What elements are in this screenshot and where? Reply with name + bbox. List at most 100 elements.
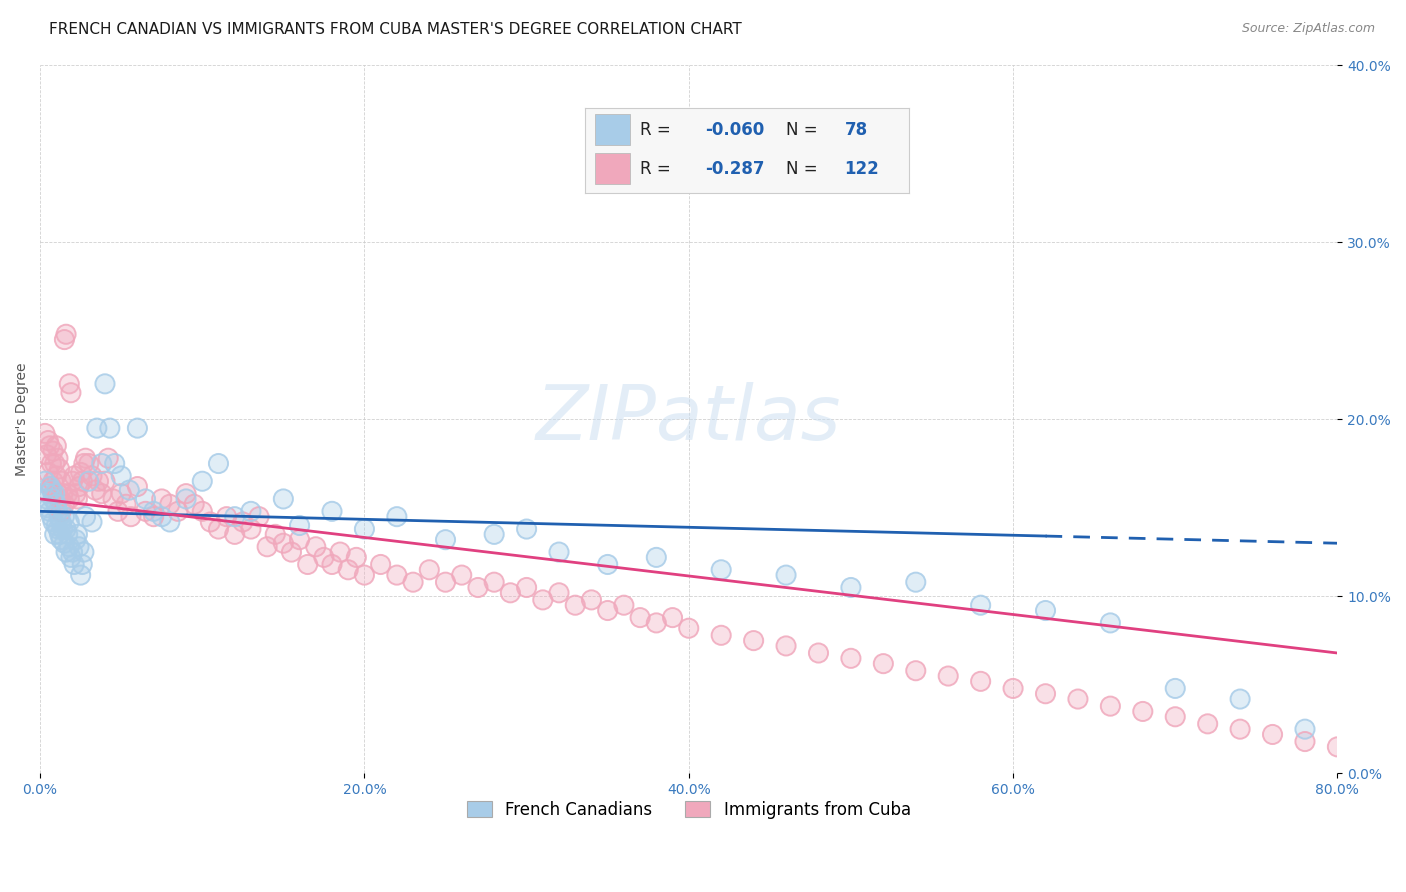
- Point: [1358, 745, 1381, 759]
- Point: [239, 504, 262, 518]
- Point: [34, 475, 56, 489]
- Point: [1294, 734, 1316, 748]
- Point: [55, 522, 77, 536]
- Point: [807, 646, 830, 660]
- Point: [45, 497, 67, 511]
- Point: [58, 540, 80, 554]
- Point: [45, 439, 67, 453]
- Point: [1229, 692, 1251, 706]
- Point: [56, 527, 79, 541]
- Point: [87, 475, 110, 489]
- Point: [839, 581, 862, 595]
- Point: [385, 509, 408, 524]
- Point: [118, 483, 141, 497]
- Point: [41, 457, 63, 471]
- Point: [872, 657, 894, 671]
- Point: [48, 491, 70, 506]
- Point: [59, 550, 82, 565]
- Point: [87, 475, 110, 489]
- Point: [72, 558, 94, 572]
- Point: [41, 457, 63, 471]
- Point: [247, 509, 270, 524]
- Point: [628, 610, 651, 624]
- Point: [53, 509, 76, 524]
- Point: [73, 457, 96, 471]
- Point: [48, 462, 70, 476]
- Point: [58, 376, 80, 391]
- Point: [256, 540, 278, 554]
- Point: [35, 448, 58, 462]
- Point: [52, 522, 75, 536]
- Point: [41, 479, 63, 493]
- Point: [42, 475, 65, 489]
- Point: [904, 664, 927, 678]
- Point: [969, 598, 991, 612]
- Point: [1294, 722, 1316, 736]
- Point: [51, 475, 73, 489]
- Point: [48, 509, 70, 524]
- Point: [297, 558, 319, 572]
- Point: [55, 327, 77, 342]
- Point: [224, 509, 246, 524]
- Point: [67, 479, 90, 493]
- Point: [337, 563, 360, 577]
- Point: [742, 633, 765, 648]
- Point: [1197, 716, 1219, 731]
- Point: [44, 457, 66, 471]
- Point: [645, 550, 668, 565]
- Point: [775, 639, 797, 653]
- Point: [370, 558, 392, 572]
- Point: [44, 527, 66, 541]
- Point: [45, 518, 67, 533]
- Point: [37, 434, 59, 448]
- Point: [280, 545, 302, 559]
- Point: [174, 491, 197, 506]
- Point: [159, 497, 181, 511]
- Point: [564, 598, 586, 612]
- Point: [402, 575, 425, 590]
- Point: [531, 593, 554, 607]
- Point: [167, 504, 190, 518]
- Point: [45, 469, 67, 483]
- Point: [839, 651, 862, 665]
- Point: [53, 497, 76, 511]
- Point: [41, 479, 63, 493]
- Point: [150, 491, 173, 506]
- Point: [107, 504, 129, 518]
- Point: [224, 527, 246, 541]
- Point: [45, 497, 67, 511]
- Point: [65, 533, 87, 547]
- Point: [1294, 734, 1316, 748]
- Point: [65, 533, 87, 547]
- Point: [94, 475, 117, 489]
- Point: [174, 486, 197, 500]
- Point: [1326, 739, 1348, 754]
- Point: [645, 615, 668, 630]
- Point: [904, 575, 927, 590]
- Point: [191, 475, 214, 489]
- Text: FRENCH CANADIAN VS IMMIGRANTS FROM CUBA MASTER'S DEGREE CORRELATION CHART: FRENCH CANADIAN VS IMMIGRANTS FROM CUBA …: [49, 22, 742, 37]
- Point: [77, 457, 100, 471]
- Point: [53, 509, 76, 524]
- Point: [482, 575, 505, 590]
- Point: [34, 426, 56, 441]
- Point: [77, 475, 100, 489]
- Point: [548, 586, 571, 600]
- Point: [200, 515, 222, 529]
- Point: [38, 479, 60, 493]
- Point: [207, 457, 229, 471]
- Point: [90, 486, 112, 500]
- Point: [482, 527, 505, 541]
- Point: [596, 558, 619, 572]
- Point: [42, 515, 65, 529]
- Point: [450, 568, 472, 582]
- Point: [35, 448, 58, 462]
- Point: [45, 439, 67, 453]
- Point: [1164, 681, 1187, 696]
- Point: [467, 581, 489, 595]
- Point: [1229, 692, 1251, 706]
- Text: ZIPatlas: ZIPatlas: [536, 383, 841, 457]
- Point: [1099, 615, 1122, 630]
- Point: [59, 550, 82, 565]
- Point: [288, 518, 311, 533]
